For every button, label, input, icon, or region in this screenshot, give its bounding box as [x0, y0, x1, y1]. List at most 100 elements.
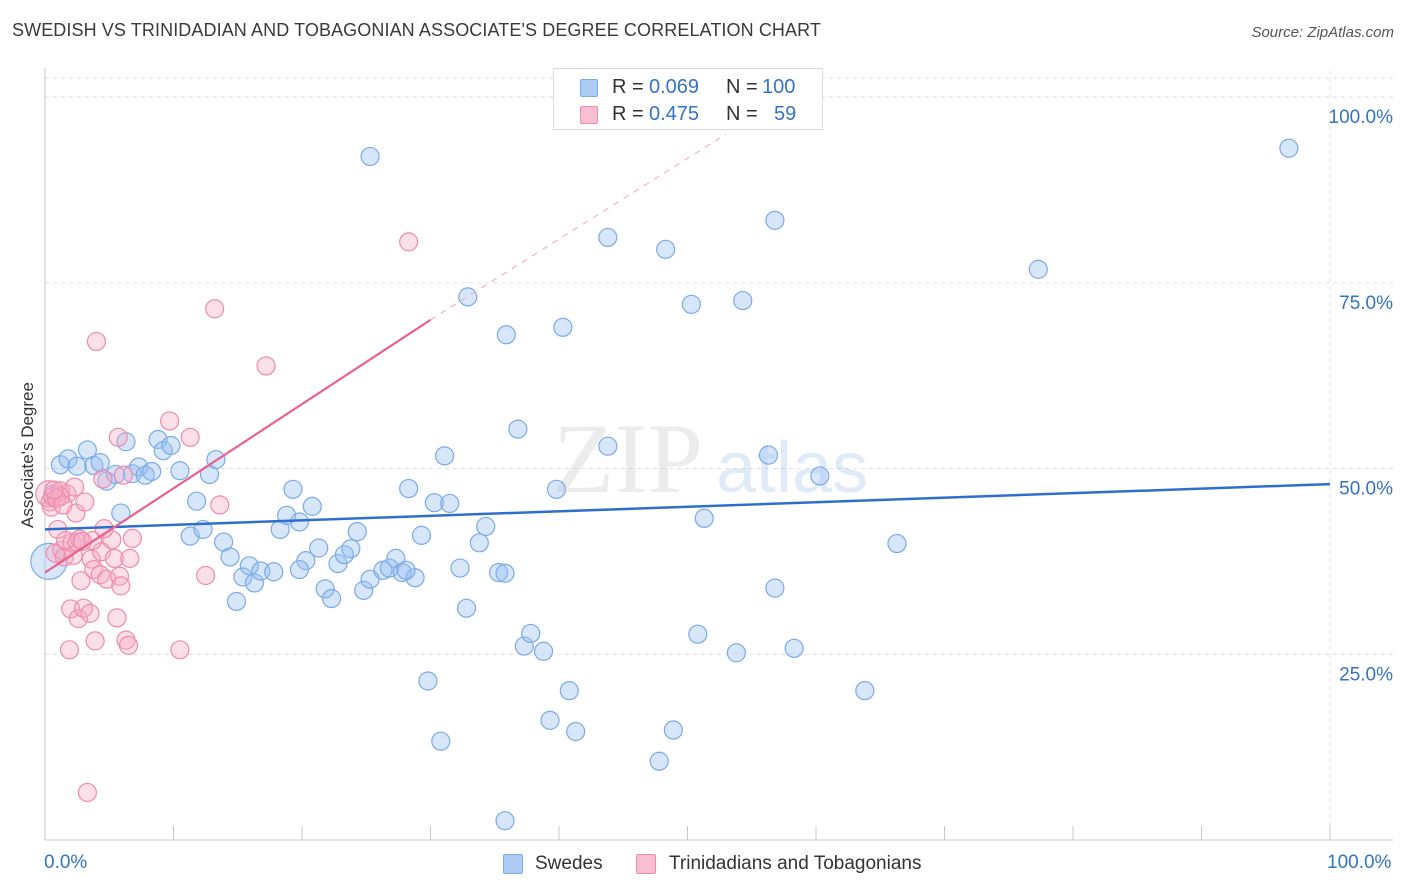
swedes-point-57: [424, 493, 444, 513]
swedes-point-64: [469, 533, 489, 553]
bottom-legend-swatch-swedes: [503, 854, 523, 874]
trinidadian-point-35: [108, 427, 128, 447]
swedes-point-60: [440, 493, 460, 514]
source-credit: Source: ZipAtlas.com: [1251, 24, 1394, 41]
swedes-point-91: [765, 210, 785, 230]
swedes-point-46: [354, 580, 374, 600]
legend-n-value-trinidadian: 59: [774, 103, 797, 125]
swedes-point-98: [289, 559, 310, 580]
legend-n-value-swedes: 100: [762, 76, 796, 98]
legend-r-label: R =: [612, 76, 644, 98]
swedes-point-59: [435, 446, 455, 466]
swedes-point-27: [226, 591, 247, 612]
swedes-point-86: [694, 508, 714, 528]
trinidadian-point-27: [86, 331, 107, 352]
trinidadian-point-20: [73, 598, 94, 618]
swedes-point-73: [533, 641, 554, 661]
trinidadian-point-33: [104, 548, 124, 569]
swedes-point-45: [347, 522, 367, 542]
x-tick-label-max: 100.0%: [1327, 852, 1392, 873]
trinidadian-point-55: [53, 495, 73, 515]
trinidadian-point-37: [111, 576, 131, 596]
trinidadian-point-36: [109, 566, 130, 586]
trinidadian-point-47: [205, 299, 225, 319]
trinidadian-point-17: [68, 608, 89, 629]
swedes-point-90: [765, 578, 785, 598]
swedes-point-2: [50, 455, 71, 475]
bottom-legend-label-trinidadian: Trinidadians and Tobagonians: [669, 853, 922, 874]
watermark: ZIP atlas: [553, 403, 868, 514]
swedes-point-62: [456, 598, 477, 618]
swedes-point-35: [283, 479, 303, 499]
trinidadian-point-48: [210, 495, 230, 515]
swedes-point-58: [431, 731, 451, 751]
trend-line-trinidadian: [44, 318, 432, 574]
swedes-point-39: [309, 538, 329, 558]
swedes-point-69: [496, 325, 516, 345]
trinidadian-point-19: [71, 571, 91, 591]
trend-line-swedes: [44, 482, 1331, 531]
swedes-point-77: [559, 681, 579, 701]
swedes-point-28: [233, 567, 253, 587]
swedes-point-40: [315, 579, 335, 599]
x-tick-label-min: 0.0%: [44, 852, 88, 873]
trinidadian-point-42: [122, 528, 142, 548]
swedes-point-79: [598, 436, 618, 456]
bottom-legend-swatch-trinidadian: [636, 854, 656, 874]
swedes-point-96: [1028, 259, 1048, 279]
trinidadian-point-32: [102, 530, 122, 550]
stats-legend: R = 0.069 N = 100 R = 0.475 N = 59: [553, 68, 823, 130]
y-tick-labels: 100.0% 75.0% 50.0% 25.0%: [1329, 107, 1394, 685]
swedes-point-53: [399, 478, 419, 499]
watermark-zip: ZIP: [553, 403, 703, 514]
swedes-point-81: [649, 751, 669, 771]
trinidadian-point-44: [170, 640, 190, 660]
legend-r-label: R =: [612, 103, 644, 125]
swedes-point-41: [321, 588, 342, 609]
swedes-point-95: [887, 533, 907, 554]
swedes-point-68: [495, 811, 515, 831]
trinidadian-point-45: [180, 427, 200, 447]
trinidadian-point-49: [256, 356, 276, 376]
trinidadian-point-23: [80, 603, 100, 623]
swedes-point-50: [379, 558, 399, 578]
swedes-point-32: [264, 562, 284, 582]
swedes-point-85: [688, 624, 708, 644]
swedes-point-84: [681, 294, 701, 314]
swedes-point-72: [521, 623, 541, 644]
chart-title: SWEDISH VS TRINIDADIAN AND TOBAGONIAN AS…: [12, 20, 821, 40]
axes: [44, 68, 1393, 841]
y-tick-label-75: 75.0%: [1339, 293, 1393, 314]
legend-swatch-swedes: [580, 79, 598, 97]
trinidadian-points: [35, 232, 419, 803]
swedes-point-63: [458, 287, 478, 307]
swedes-point-75: [546, 479, 567, 499]
swedes-points: [30, 138, 1299, 831]
swedes-point-82: [656, 239, 676, 259]
swedes-point-7: [90, 452, 110, 473]
swedes-point-65: [476, 516, 496, 537]
swedes-point-61: [450, 558, 470, 578]
swedes-point-26: [220, 547, 240, 567]
swedes-point-55: [411, 525, 432, 545]
trinidadian-point-38: [113, 465, 133, 485]
trinidadian-point-39: [116, 630, 136, 650]
swedes-point-74: [540, 710, 560, 730]
trinidadian-point-57: [44, 480, 64, 500]
swedes-point-78: [566, 721, 586, 742]
swedes-point-36: [289, 512, 310, 532]
legend-row-swedes: R = 0.069 N = 100: [554, 74, 822, 100]
trinidadian-point-41: [120, 548, 140, 569]
swedes-point-94: [855, 681, 875, 701]
swedes-point-48: [360, 146, 380, 167]
swedes-point-70: [508, 419, 528, 439]
y-tick-label-50: 50.0%: [1339, 479, 1393, 500]
swedes-point-15: [142, 461, 162, 482]
trinidadian-point-21: [75, 492, 95, 512]
legend-swatch-trinidadian: [580, 106, 598, 124]
watermark-atlas: atlas: [716, 428, 868, 508]
trinidadian-point-30: [93, 469, 113, 489]
trinidadian-point-40: [118, 635, 139, 655]
swedes-point-97: [1279, 138, 1299, 158]
